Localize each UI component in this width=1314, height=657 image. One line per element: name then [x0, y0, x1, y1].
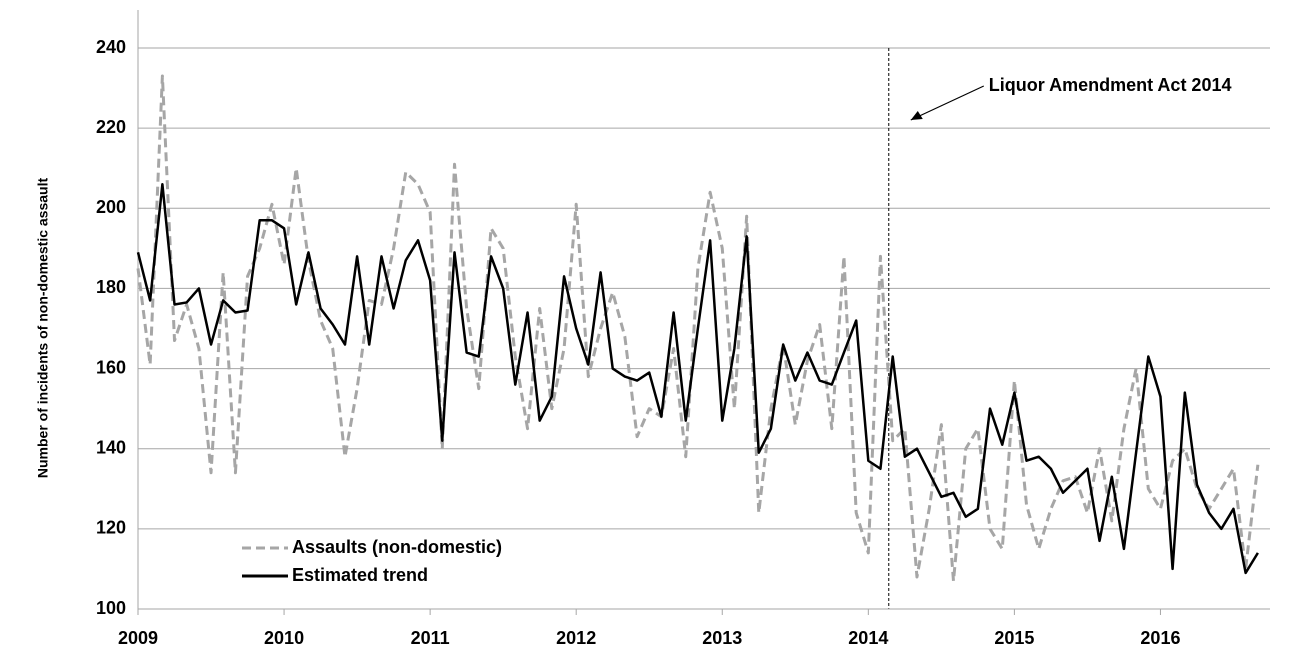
x-tick-label: 2010 — [264, 628, 304, 648]
y-tick-label: 220 — [96, 117, 126, 137]
y-tick-label: 140 — [96, 437, 126, 457]
y-tick-label: 120 — [96, 518, 126, 538]
annotation-arrow — [910, 85, 985, 121]
y-tick-label: 160 — [96, 357, 126, 377]
x-tick-label: 2014 — [848, 628, 888, 648]
legend-label: Estimated trend — [292, 565, 428, 585]
x-tick-label: 2012 — [556, 628, 596, 648]
y-axis-label: Number of incidents of non-domestic assa… — [35, 178, 51, 479]
x-tick-label: 2011 — [411, 628, 450, 648]
legend-label: Assaults (non-domestic) — [292, 537, 502, 557]
arrow-head — [910, 111, 923, 120]
x-tick-label: 2013 — [702, 628, 742, 648]
x-tick-label: 2015 — [994, 628, 1034, 648]
y-tick-label: 180 — [96, 277, 126, 297]
y-tick-label: 200 — [96, 197, 126, 217]
x-tick-label: 2016 — [1140, 628, 1180, 648]
y-tick-label: 100 — [96, 598, 126, 618]
series-line — [136, 182, 1259, 575]
annotation: Liquor Amendment Act 2014 — [989, 75, 1232, 95]
series-line — [136, 74, 1260, 583]
x-tick-label: 2009 — [118, 628, 158, 648]
y-tick-label: 240 — [96, 37, 126, 57]
